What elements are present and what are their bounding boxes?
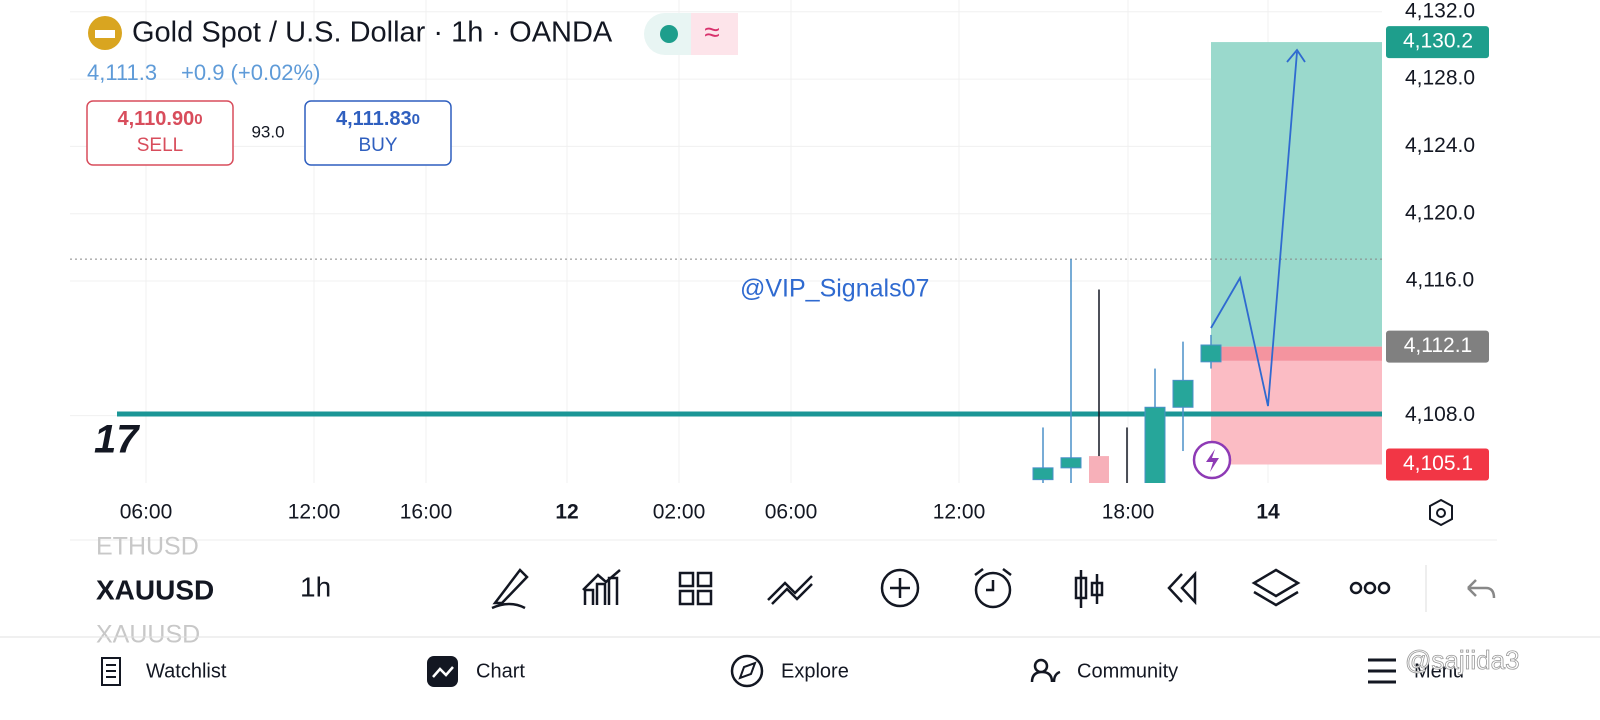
draw-icon[interactable]: [491, 568, 529, 610]
buy-price-small: 0: [412, 111, 420, 128]
y-tick-label: 4,120.0: [1405, 201, 1475, 224]
nav-item[interactable]: Chart: [476, 660, 525, 682]
more-icon[interactable]: [1349, 581, 1363, 595]
x-tick-label: 18:00: [1102, 501, 1155, 524]
x-tick-label: 02:00: [653, 501, 706, 524]
chart-icon-line: [432, 666, 454, 678]
price-tag: [1386, 26, 1489, 59]
price-tag-label: 4,105.1: [1403, 452, 1473, 475]
nav-item[interactable]: Explore: [781, 660, 849, 682]
buy-button[interactable]: [304, 100, 452, 166]
x-tick-label: 06:00: [765, 501, 818, 524]
price: 4,111.3: [87, 60, 157, 85]
x-tick-label: 06:00: [120, 501, 173, 524]
x-tick-label: 12:00: [288, 501, 341, 524]
x-tick-label: 14: [1256, 501, 1280, 524]
sell-price-main: 4,110.90: [117, 108, 194, 130]
buy-price: 4,111.830: [336, 108, 420, 130]
entry-band: [1211, 346, 1382, 361]
title: Gold Spot / U.S. Dollar · 1h · OANDA: [132, 17, 613, 49]
candle-body: [1172, 379, 1194, 408]
buy-price-main: 4,111.83: [336, 108, 412, 130]
community-icon: [1030, 658, 1061, 683]
status-pill-right: [691, 13, 738, 55]
explore-needle: [738, 661, 757, 680]
y-tick-label: 4,128.0: [1405, 67, 1475, 90]
candle-body: [1032, 467, 1054, 481]
spread: 93.0: [251, 122, 284, 141]
x-tick-label: 12: [555, 501, 578, 524]
candle-body: [1117, 483, 1137, 485]
drawn-arrow: [1286, 48, 1306, 63]
symbol-next[interactable]: XAUUSD: [96, 621, 200, 649]
target-zone: [1211, 42, 1382, 347]
settings-icon[interactable]: [1429, 498, 1453, 527]
candle-body: [1060, 457, 1082, 469]
add-icon[interactable]: [880, 568, 920, 608]
indicators-icon[interactable]: [582, 569, 621, 605]
nav-item[interactable]: Watchlist: [146, 660, 227, 682]
toolbar-icons: [491, 568, 1496, 610]
buy-label: BUY: [358, 135, 397, 156]
price-tag: [1386, 448, 1489, 481]
candle-body: [1089, 456, 1109, 483]
y-tick-label: 4,124.0: [1405, 134, 1475, 157]
nav-item[interactable]: Menu: [1414, 660, 1464, 682]
replay-icon[interactable]: [1167, 570, 1197, 606]
gold-icon-bar: [95, 30, 115, 38]
layout-icon[interactable]: [678, 571, 713, 606]
delayed-icon: ≈: [704, 16, 719, 47]
sell-label: SELL: [137, 135, 183, 156]
candle-body: [1200, 344, 1222, 363]
symbol[interactable]: XAUUSD: [96, 574, 214, 605]
alert-icon[interactable]: [974, 571, 1012, 609]
price-tag: [1386, 330, 1489, 363]
watchlist-icon: [101, 657, 121, 686]
drawn-path: [1210, 51, 1298, 407]
market-open-dot: [660, 25, 678, 43]
nav-item[interactable]: Community: [1077, 660, 1178, 682]
layers-icon[interactable]: [1251, 568, 1301, 607]
flash-bolt: [1206, 449, 1219, 472]
y-tick-label: 4,108.0: [1405, 403, 1475, 426]
settings-icon-center: [1436, 508, 1446, 518]
change: +0.9 (+0.02%): [181, 60, 320, 85]
symbol-prev[interactable]: ETHUSD: [96, 533, 199, 561]
stop-zone: [1211, 346, 1382, 465]
y-tick-label: 4,116.0: [1406, 269, 1475, 292]
price-tag-label: 4,130.2: [1403, 30, 1473, 53]
x-tick-label: 16:00: [400, 501, 453, 524]
annotation: @VIP_Signals07: [740, 275, 929, 303]
y-tick-label: 4,132.0: [1405, 0, 1475, 22]
price-tag-label: 4,112.1: [1404, 334, 1473, 357]
explore-icon: [730, 654, 764, 688]
sell-button[interactable]: [86, 100, 234, 166]
menu-icon: [1368, 658, 1396, 684]
watermark: @sajiida3: [1405, 645, 1520, 675]
undo-icon[interactable]: [1467, 579, 1496, 599]
candle-body: [1144, 406, 1166, 483]
interval[interactable]: 1h: [300, 571, 331, 602]
tv-logo: 17: [94, 418, 140, 462]
compare-icon[interactable]: [767, 575, 813, 605]
sell-price-small: 0: [194, 111, 202, 128]
x-tick-label: 12:00: [933, 501, 986, 524]
sell-price: 4,110.900: [117, 108, 202, 130]
chart-type-icon[interactable]: [1074, 570, 1104, 608]
